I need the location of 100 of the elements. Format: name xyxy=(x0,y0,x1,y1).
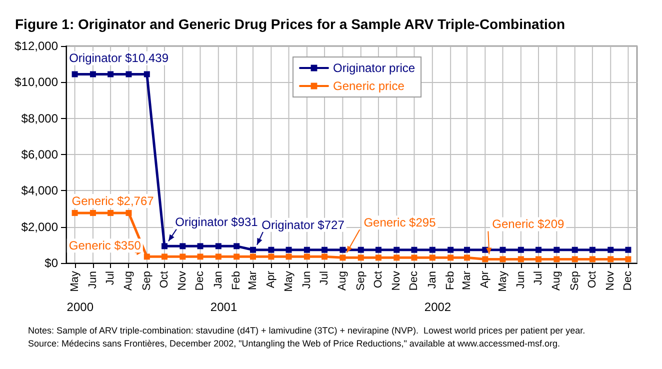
point xyxy=(518,256,524,262)
source-note: Source: Médecins sans Frontières, December 2002, "Untangling the Web of Price Reductions," available at www.accessmed-msf.org. xyxy=(28,338,560,348)
point xyxy=(234,254,240,260)
point xyxy=(108,210,114,216)
point xyxy=(375,246,382,253)
x-tick-label: May xyxy=(68,270,81,292)
x-tick-label: Dec xyxy=(622,270,634,291)
x-tick-label: Nov xyxy=(604,270,617,291)
y-tick-label: $8,000 xyxy=(21,111,58,126)
x-tick-label: Aug xyxy=(336,271,349,291)
x-tick-label: Nov xyxy=(390,270,403,291)
point xyxy=(340,254,346,261)
point xyxy=(429,246,436,253)
x-tick-label: Jul xyxy=(318,271,331,286)
point xyxy=(250,254,256,260)
point xyxy=(72,210,78,216)
point xyxy=(180,254,186,260)
legend-label: Originator price xyxy=(333,61,416,75)
x-tick-label: Jun xyxy=(514,271,527,289)
point xyxy=(394,254,400,261)
point xyxy=(286,254,292,260)
point xyxy=(482,256,488,262)
x-tick-label: May xyxy=(496,270,509,292)
x-tick-label: Aug xyxy=(122,271,135,291)
legend-label: Generic price xyxy=(333,79,405,93)
x-tick-label: May xyxy=(282,270,295,292)
point xyxy=(589,246,596,253)
y-tick-label: $10,000 xyxy=(14,75,58,90)
y-tick-label: $12,000 xyxy=(14,39,58,53)
point xyxy=(358,246,364,253)
chart-title: Figure 1: Originator and Generic Drug Prices for a Sample ARV Triple-Combination xyxy=(15,16,565,32)
point xyxy=(250,246,256,253)
point xyxy=(608,256,614,262)
x-tick-label: Jul xyxy=(104,271,117,286)
x-tick-label: Jan xyxy=(212,271,224,289)
point xyxy=(518,246,524,253)
annotation: Generic $2,767 xyxy=(72,194,154,208)
point xyxy=(322,254,328,260)
point xyxy=(411,254,418,261)
point xyxy=(180,243,186,250)
point xyxy=(144,254,150,260)
point xyxy=(608,246,614,253)
annotation: Generic $209 xyxy=(492,217,565,232)
x-tick-label: Oct xyxy=(158,271,170,288)
text: Notes: Sample of ARV triple-combination: stavudine (d4T) + lamivudine (3TC) + nevirapine (NVP). Lowest world prices per patient per year. xyxy=(28,326,586,336)
point xyxy=(572,246,578,253)
annotation: Originator $727 xyxy=(262,218,345,232)
point xyxy=(126,210,132,216)
annotation: Generic $295 xyxy=(364,216,436,230)
x-tick-label: Jul xyxy=(532,271,545,286)
point xyxy=(268,246,274,253)
text: 2001 xyxy=(210,300,238,314)
text: 2002 xyxy=(424,300,452,314)
point xyxy=(161,243,168,250)
x-tick-label: Mar xyxy=(460,270,473,290)
x-tick-label: Sep xyxy=(354,271,367,291)
point xyxy=(322,246,328,253)
x-tick-label: Jan xyxy=(426,271,438,289)
annotation: Generic $350 xyxy=(68,238,142,253)
x-tick-label: Dec xyxy=(194,270,206,291)
point xyxy=(375,254,382,261)
point xyxy=(554,256,560,262)
point xyxy=(72,71,78,78)
y-tick-label: $0 xyxy=(44,256,58,270)
point xyxy=(500,256,506,262)
x-tick-label: Oct xyxy=(586,271,598,288)
point xyxy=(536,256,542,262)
point xyxy=(304,246,310,253)
point xyxy=(625,246,632,253)
point xyxy=(90,210,96,216)
x-tick-label: Feb xyxy=(444,271,457,290)
x-tick-label: Apr xyxy=(479,270,492,288)
x-tick-label: Sep xyxy=(568,271,581,291)
point xyxy=(500,246,506,253)
point xyxy=(448,254,454,261)
point xyxy=(394,246,400,253)
point xyxy=(144,71,150,78)
y-tick-label: $4,000 xyxy=(21,184,58,198)
x-tick-label: Sep xyxy=(140,271,153,291)
point xyxy=(589,256,596,262)
x-tick-label: Apr xyxy=(265,270,278,288)
x-tick-label: Feb xyxy=(230,271,243,290)
point xyxy=(536,246,542,253)
point xyxy=(482,246,488,253)
point xyxy=(411,246,418,253)
point xyxy=(215,254,222,260)
point xyxy=(90,71,96,78)
x-tick-label: Dec xyxy=(408,270,420,291)
x-tick-label: Jun xyxy=(300,271,313,289)
point xyxy=(304,254,310,260)
point xyxy=(161,254,168,260)
point xyxy=(572,256,578,262)
x-tick-label: Oct xyxy=(372,271,384,288)
point xyxy=(234,243,240,250)
point xyxy=(197,243,204,250)
point xyxy=(108,71,114,78)
point xyxy=(126,71,132,78)
point xyxy=(554,246,560,253)
x-tick-label: Mar xyxy=(247,270,260,290)
y-tick-label: $6,000 xyxy=(21,148,58,162)
